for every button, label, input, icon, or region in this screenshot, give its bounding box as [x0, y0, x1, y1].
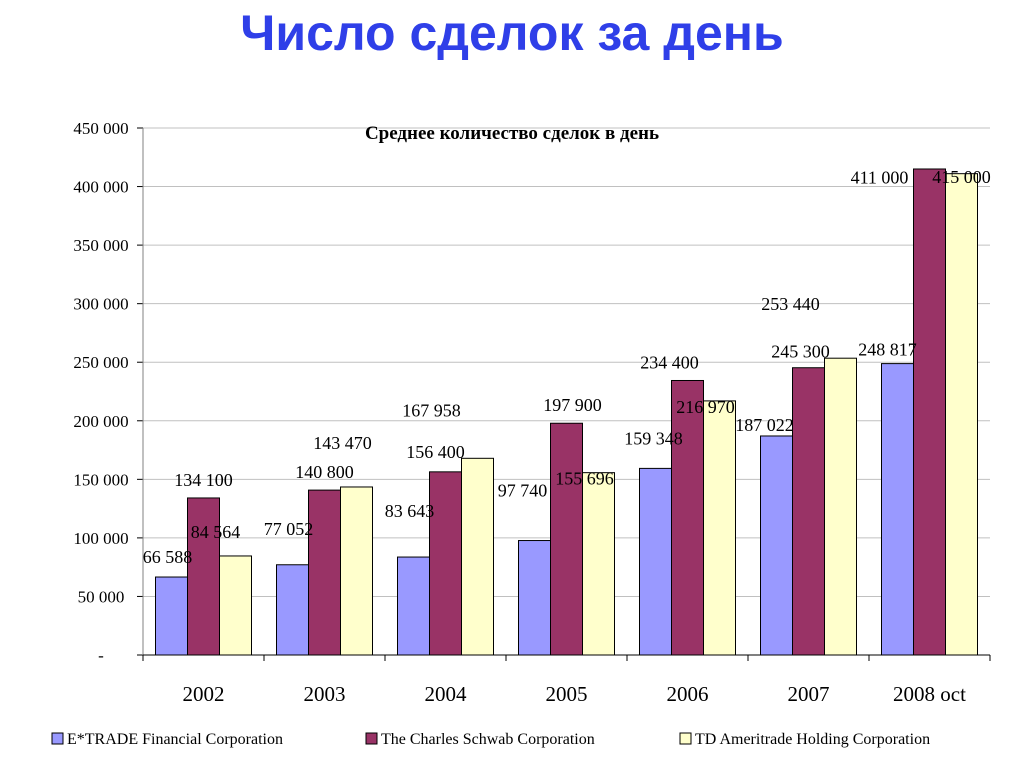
- y-tick-label: 450 000: [73, 119, 128, 138]
- x-tick-label: 2003: [304, 682, 346, 706]
- bar: [461, 457, 494, 656]
- data-label: 248 817: [858, 340, 917, 360]
- legend: E*TRADE Financial Corporation The Charles…: [51, 731, 930, 748]
- x-tick-label: 2007: [788, 682, 830, 706]
- data-label: 197 900: [543, 395, 602, 415]
- bar: [155, 576, 188, 656]
- bar: [518, 540, 551, 656]
- x-tick-label: 2004: [425, 682, 468, 706]
- x-tick-label: 2008 oct: [893, 682, 966, 706]
- bar: [187, 497, 220, 656]
- y-tick-label: 300 000: [73, 295, 128, 314]
- legend-entry: TD Ameritrade Holding Corporation: [695, 731, 930, 748]
- data-label: 411 000: [851, 168, 909, 188]
- legend-swatch: [51, 732, 64, 745]
- data-label: 134 100: [174, 470, 233, 490]
- data-label: 156 400: [406, 442, 465, 462]
- bar: [671, 379, 704, 656]
- data-label: 155 696: [555, 469, 614, 489]
- bar: [792, 367, 825, 656]
- y-tick-label: 50 000: [78, 587, 125, 606]
- data-label: 159 348: [624, 428, 683, 448]
- y-tick-label: 250 000: [73, 353, 128, 372]
- y-tick-label: -: [98, 646, 104, 665]
- bar: [703, 400, 736, 656]
- data-label: 245 300: [771, 342, 830, 362]
- bar: [429, 471, 462, 656]
- bar: [550, 422, 583, 656]
- data-label: 187 022: [735, 415, 794, 435]
- x-tick-label: 2002: [183, 682, 225, 706]
- bar: [760, 435, 793, 656]
- data-label: 167 958: [402, 400, 461, 420]
- y-tick-label: 150 000: [73, 470, 128, 489]
- data-label: 415 000: [932, 167, 991, 187]
- data-label: 216 970: [676, 397, 735, 417]
- y-tick-label: 400 000: [73, 178, 128, 197]
- data-label: 66 588: [143, 547, 193, 567]
- bar: [397, 556, 430, 656]
- bar: [639, 467, 672, 656]
- legend-entry: E*TRADE Financial Corporation: [67, 731, 283, 748]
- x-tick-label: 2005: [546, 682, 588, 706]
- legend-swatch: [679, 732, 692, 745]
- legend-entry: The Charles Schwab Corporation: [381, 731, 595, 748]
- bar: [582, 472, 615, 656]
- bar: [340, 486, 373, 656]
- y-tick-label: 350 000: [73, 236, 128, 255]
- data-label: 83 643: [385, 501, 435, 521]
- data-label: 84 564: [191, 522, 241, 542]
- bar: [308, 489, 341, 656]
- data-label: 77 052: [264, 519, 314, 539]
- bar: [945, 173, 978, 656]
- legend-swatch: [365, 732, 378, 745]
- data-label: 143 470: [313, 433, 372, 453]
- bar: [824, 357, 857, 656]
- data-label: 97 740: [498, 481, 548, 501]
- bar: [276, 564, 309, 656]
- bar: [219, 555, 252, 656]
- x-tick-label: 2006: [667, 682, 709, 706]
- chart-title: Среднее количество сделок в день: [365, 123, 659, 144]
- bar: [881, 363, 914, 656]
- y-tick-label: 100 000: [73, 529, 128, 548]
- data-label: 253 440: [761, 294, 820, 314]
- slide-title: Число сделок за день: [240, 5, 784, 61]
- bars: [155, 168, 978, 656]
- data-label: 140 800: [295, 462, 354, 482]
- data-labels: 66 588 134 100 84 564 77 052 140 800 143 470 8…: [143, 167, 991, 567]
- data-label: 234 400: [640, 352, 699, 372]
- y-tick-label: 200 000: [73, 412, 128, 431]
- bar: [913, 168, 946, 656]
